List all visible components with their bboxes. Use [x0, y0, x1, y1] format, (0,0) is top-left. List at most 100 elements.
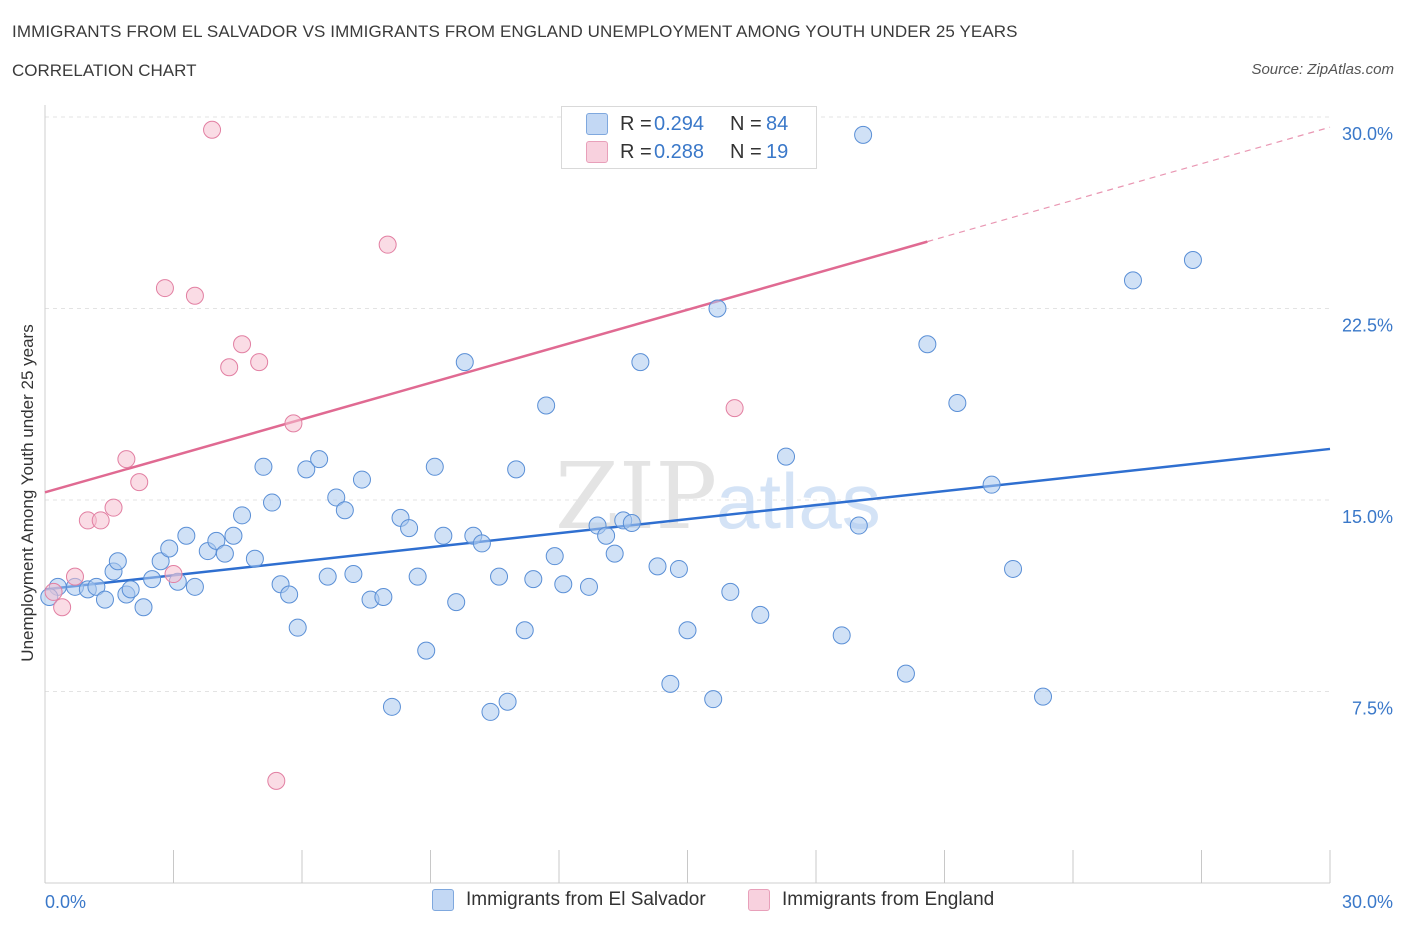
r-value: 0.288 — [654, 140, 705, 163]
point-el-salvador — [896, 664, 915, 683]
legend-swatch-blue — [586, 113, 608, 135]
point-el-salvador — [622, 513, 641, 532]
chart-subtitle: CORRELATION CHART — [12, 61, 197, 80]
point-el-salvador — [263, 493, 282, 512]
point-el-salvador — [554, 575, 573, 594]
point-el-salvador — [605, 544, 624, 563]
point-el-salvador — [1004, 559, 1023, 578]
point-el-salvador — [434, 526, 453, 545]
source-label: Source: ZipAtlas.com — [1251, 61, 1394, 78]
point-el-salvador — [1034, 687, 1053, 706]
point-england — [117, 450, 136, 469]
legend-swatch-blue — [432, 889, 454, 911]
point-el-salvador — [327, 488, 346, 507]
r-value: 0.294 — [654, 112, 705, 135]
point-el-salvador — [310, 450, 329, 469]
legend-swatch-pink — [586, 141, 608, 163]
point-el-salvador — [143, 570, 162, 589]
point-england — [65, 567, 84, 586]
point-el-salvador — [777, 447, 796, 466]
n-value: 19 — [766, 140, 789, 163]
point-el-salvador — [254, 457, 273, 476]
point-el-salvador — [280, 585, 299, 604]
point-el-salvador — [648, 557, 667, 576]
point-el-salvador — [344, 565, 363, 584]
point-el-salvador — [87, 577, 106, 596]
y-tick-label: 30.0% — [1342, 124, 1393, 144]
point-el-salvador — [245, 549, 264, 568]
grid-lines — [45, 116, 1330, 692]
point-el-salvador — [579, 577, 598, 596]
y-tick-label: 22.5% — [1342, 316, 1393, 336]
point-el-salvador — [704, 690, 723, 709]
point-el-salvador — [151, 552, 170, 571]
point-england — [104, 498, 123, 517]
point-el-salvador — [708, 299, 727, 318]
legend-item-england: Immigrants from England — [748, 889, 994, 911]
legend-label: Immigrants from El Salvador — [466, 889, 706, 910]
chart-title: IMMIGRANTS FROM EL SALVADOR VS IMMIGRANT… — [12, 22, 1018, 41]
point-el-salvador — [918, 335, 937, 354]
point-el-salvador — [982, 475, 1001, 494]
point-el-salvador — [948, 393, 967, 412]
legend-label: Immigrants from England — [782, 889, 995, 910]
point-england — [233, 335, 252, 354]
point-england — [185, 286, 204, 305]
point-el-salvador — [515, 621, 534, 640]
point-el-salvador — [537, 396, 556, 415]
point-el-salvador — [481, 702, 500, 721]
y-tick-label: 15.0% — [1342, 507, 1393, 527]
tick-labels: 7.5% 15.0% 22.5% 30.0% 0.0% 30.0% — [45, 124, 1393, 912]
point-el-salvador — [400, 519, 419, 538]
point-england — [53, 598, 72, 617]
point-el-salvador — [288, 618, 307, 637]
point-el-salvador — [832, 626, 851, 645]
point-england — [267, 771, 286, 790]
point-el-salvador — [472, 534, 491, 553]
point-el-salvador — [233, 506, 252, 525]
point-el-salvador — [374, 588, 393, 607]
point-england — [91, 511, 110, 530]
legend-row-el-salvador: R = 0.294 N = 84 — [586, 112, 788, 136]
n-label: N = — [730, 112, 762, 135]
point-el-salvador — [490, 567, 509, 586]
point-el-salvador — [507, 460, 526, 479]
point-el-salvador — [678, 621, 697, 640]
point-el-salvador — [185, 577, 204, 596]
point-el-salvador — [669, 559, 688, 578]
x-tick-label: 30.0% — [1342, 892, 1393, 912]
stats-legend: R = 0.294 N = 84 R = 0.288 N = 19 — [561, 106, 817, 169]
point-england — [203, 120, 222, 139]
point-el-salvador — [751, 605, 770, 624]
watermark-zip: ZIP — [555, 443, 717, 550]
axes — [44, 105, 1331, 884]
point-el-salvador — [160, 539, 179, 558]
point-el-salvador — [177, 526, 196, 545]
point-el-salvador — [95, 590, 114, 609]
trend-line-extension-1 — [927, 126, 1331, 243]
point-england — [155, 279, 174, 298]
point-england — [130, 473, 149, 492]
point-el-salvador — [524, 570, 543, 589]
point-el-salvador — [318, 567, 337, 586]
x-tick-label: 0.0% — [45, 892, 86, 912]
n-value: 84 — [766, 112, 789, 135]
point-el-salvador — [382, 697, 401, 716]
point-el-salvador — [854, 125, 873, 144]
point-el-salvador — [545, 547, 564, 566]
r-label: R = — [620, 140, 652, 163]
point-el-salvador — [417, 641, 436, 660]
point-england — [378, 235, 397, 254]
point-el-salvador — [498, 692, 517, 711]
point-el-salvador — [207, 531, 226, 550]
point-el-salvador — [224, 526, 243, 545]
trend-line-1 — [44, 240, 928, 494]
point-el-salvador — [455, 353, 474, 372]
r-label: R = — [620, 112, 652, 135]
legend-item-el-salvador: Immigrants from El Salvador — [432, 889, 706, 911]
point-el-salvador — [121, 580, 140, 599]
data-points — [40, 120, 1202, 790]
point-el-salvador — [352, 470, 371, 489]
point-el-salvador — [849, 516, 868, 535]
